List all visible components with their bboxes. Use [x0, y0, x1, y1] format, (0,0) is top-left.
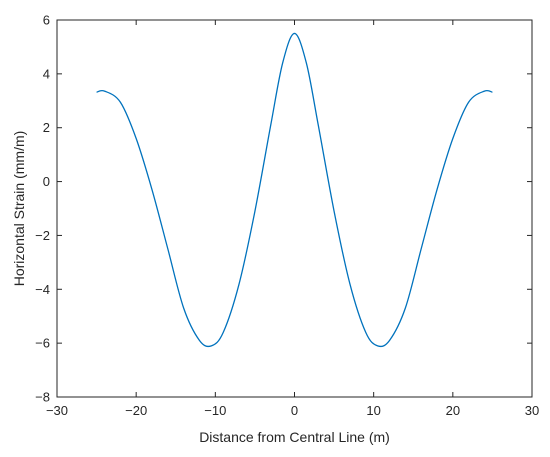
y-tick-label: −4 — [35, 282, 50, 297]
axes-box — [56, 19, 533, 398]
y-tick-label: −6 — [35, 336, 50, 351]
x-axis: −30 −20 −10 0 10 20 30 — [46, 20, 539, 418]
x-tick-label: −30 — [46, 403, 68, 418]
y-tick-label: 4 — [43, 66, 50, 81]
y-tick-label: 0 — [43, 174, 50, 189]
y-tick-label: −2 — [35, 228, 50, 243]
x-tick-label: −20 — [125, 403, 147, 418]
y-tick-label: 6 — [43, 13, 50, 28]
x-tick-label: 0 — [291, 403, 298, 418]
x-axis-label: Distance from Central Line (m) — [199, 429, 390, 445]
x-tick-label: 30 — [525, 403, 539, 418]
x-tick-label: 20 — [446, 403, 460, 418]
y-tick-label: −8 — [35, 390, 50, 405]
series-line — [96, 32, 493, 348]
y-axis: −8 −6 −4 −2 0 2 4 6 — [35, 13, 532, 405]
y-tick-label: 2 — [43, 120, 50, 135]
x-tick-label: −10 — [204, 403, 226, 418]
x-tick-label: 10 — [366, 403, 380, 418]
y-axis-label: Horizontal Strain (mm/m) — [11, 131, 27, 287]
